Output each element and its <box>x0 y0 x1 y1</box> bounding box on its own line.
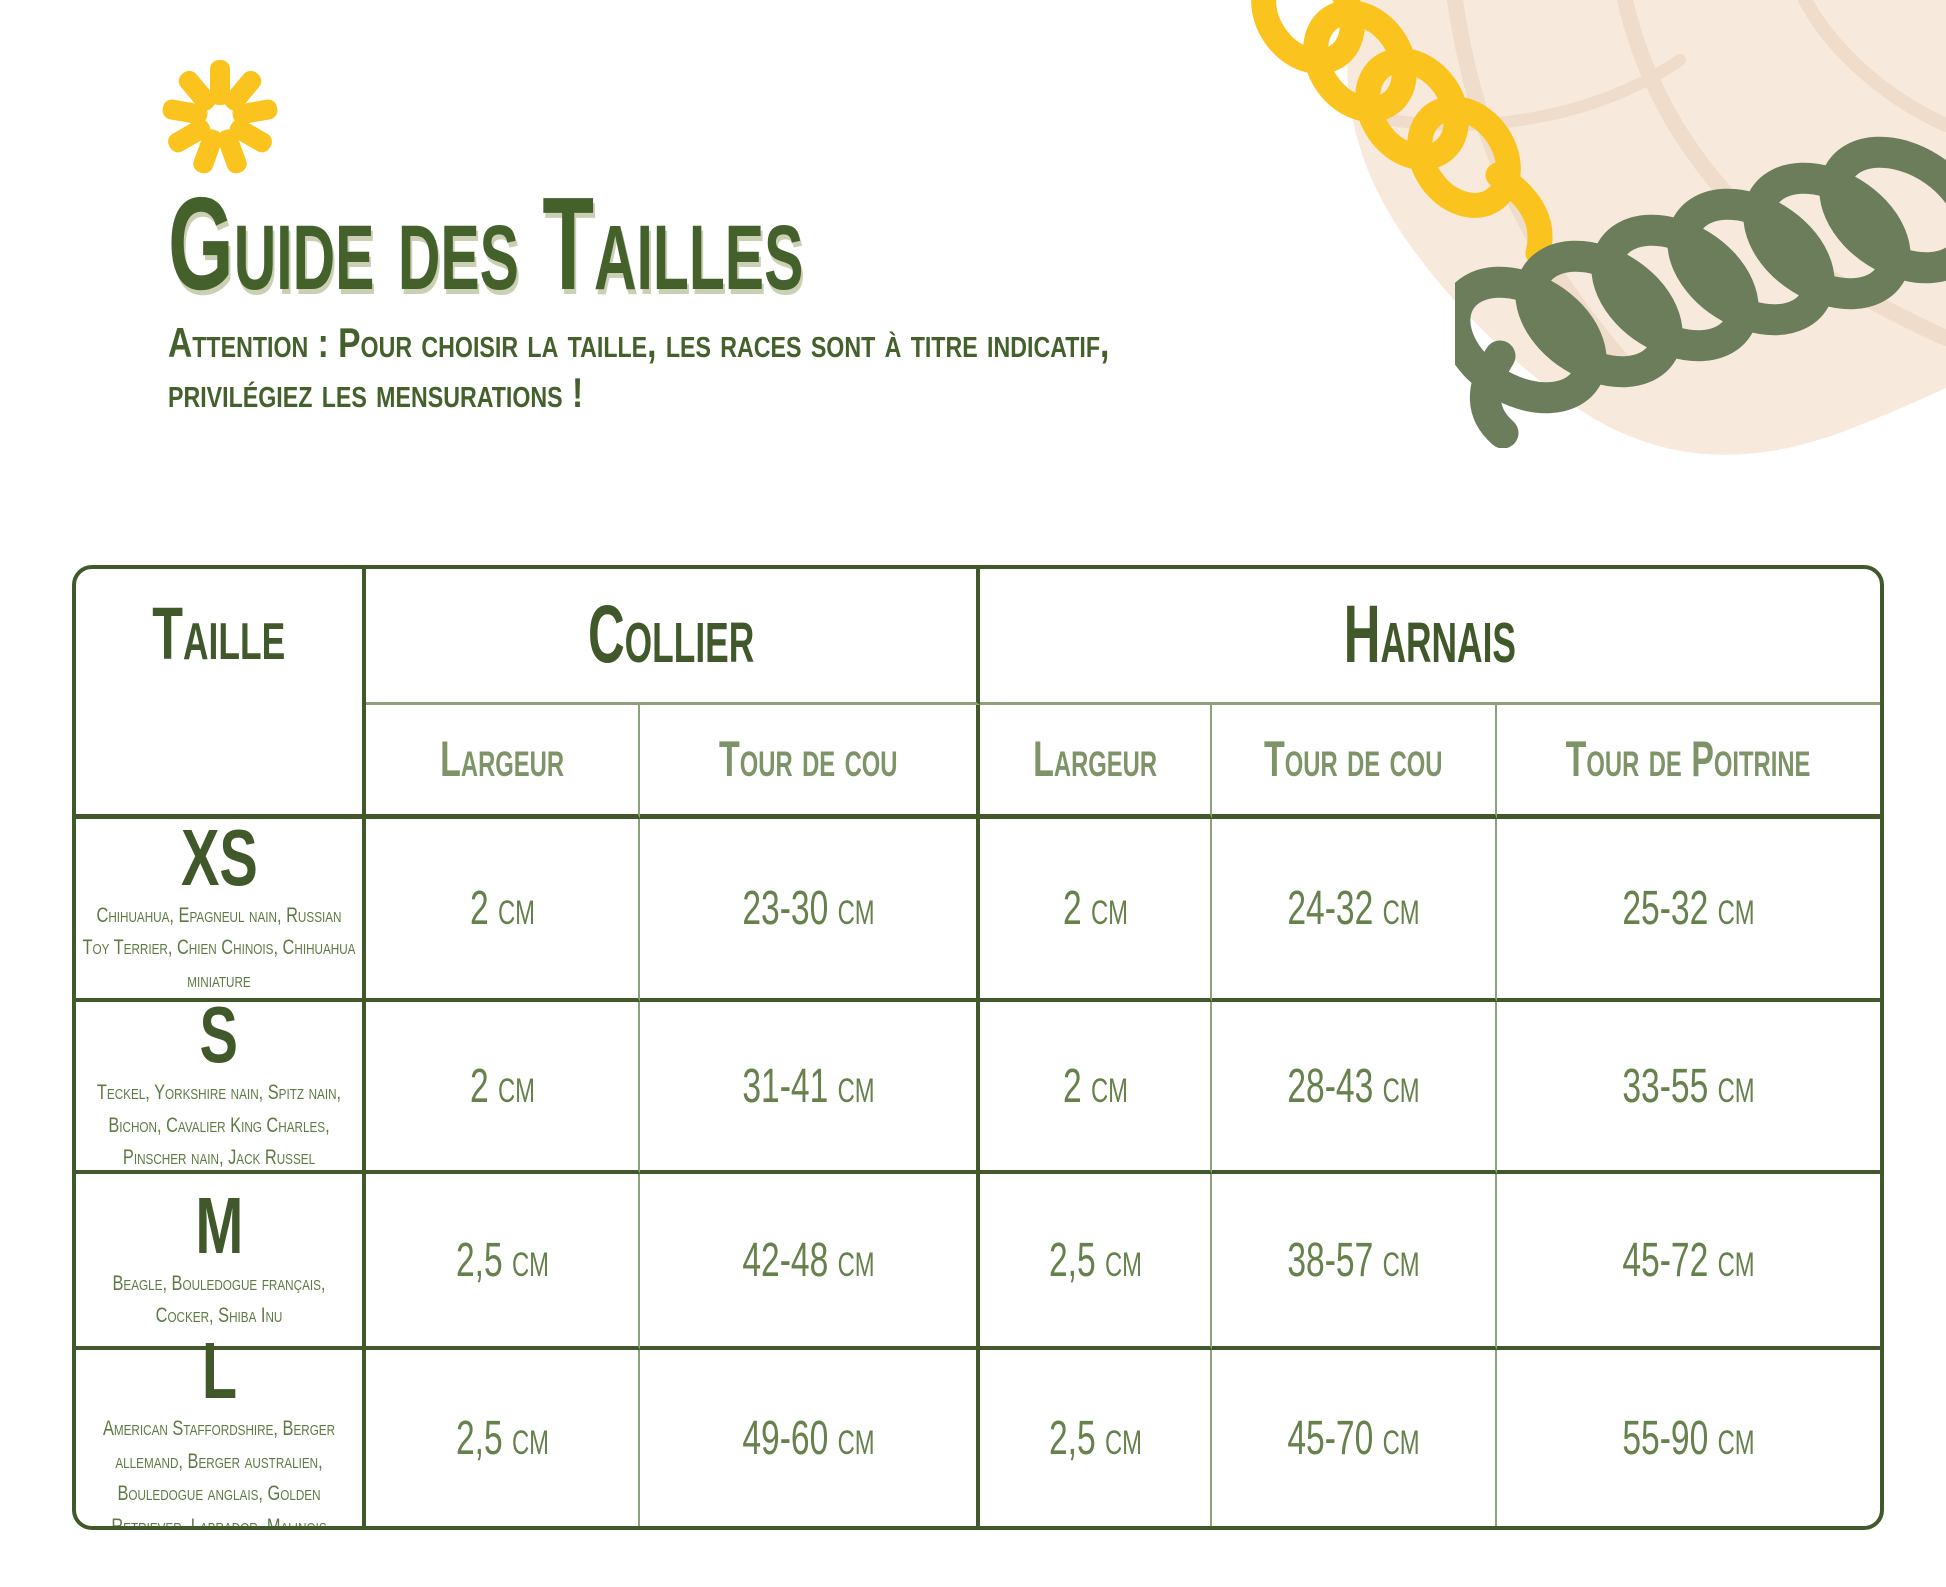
yellow-spiral-icon <box>1251 0 1553 266</box>
row-m-harnais-tour-de-poitrine: 45-72 cm <box>1497 1174 1880 1351</box>
row-m-collier-tour-de-cou: 42-48 cm <box>640 1173 980 1351</box>
row-l-harnais-tour-de-cou: 45-70 cm <box>1212 1350 1497 1526</box>
yellow-asterisk-icon <box>162 60 278 174</box>
column-header-taille: Taille <box>76 569 366 819</box>
row-xs-harnais-largeur: 2 cm <box>980 818 1212 1003</box>
row-s-collier-tour-de-cou: 31-41 cm <box>640 1002 980 1174</box>
row-m-collier-largeur: 2,5 cm <box>366 1173 640 1351</box>
row-l-size: L American Staffordshire, Berger alleman… <box>76 1331 366 1526</box>
green-spiral-icon <box>1455 136 1946 448</box>
subheader-harnais-tour-de-cou: Tour de cou <box>1212 704 1497 819</box>
row-xs-collier-largeur: 2 cm <box>366 818 640 1003</box>
size-guide-table: Taille Collier Harnais Largeur Tour de c… <box>72 565 1884 1530</box>
row-xs-size: XS Chihuahua, Epagneul nain, Russian Toy… <box>76 817 366 1003</box>
row-m-harnais-tour-de-cou: 38-57 cm <box>1212 1173 1497 1351</box>
row-xs-breeds: Chihuahua, Epagneul nain, Russian Toy Te… <box>82 903 356 992</box>
row-xs-harnais-tour-de-poitrine: 25-32 cm <box>1497 819 1880 1003</box>
group-header-collier: Collier <box>366 569 980 705</box>
subheader-harnais-tour-de-poitrine: Tour de Poitrine <box>1497 705 1880 819</box>
row-m-size: M Beagle, Bouledogue français, Cocker, S… <box>76 1173 366 1351</box>
page-subtitle: Attention : Pour choisir la taille, les … <box>168 318 1345 419</box>
row-s-collier-largeur: 2 cm <box>366 1002 640 1174</box>
row-l-collier-tour-de-cou: 49-60 cm <box>640 1350 980 1526</box>
subheader-collier-largeur: Largeur <box>366 704 640 819</box>
subtitle-line-2: privilégiez les mensurations ! <box>168 369 584 417</box>
page-title: Guide des Tailles <box>168 170 804 317</box>
row-l-collier-largeur: 2,5 cm <box>366 1350 640 1526</box>
row-s-harnais-tour-de-cou: 28-43 cm <box>1212 1002 1497 1174</box>
row-l-harnais-largeur: 2,5 cm <box>980 1350 1212 1526</box>
subheader-harnais-largeur: Largeur <box>980 704 1212 819</box>
subtitle-line-1: Attention : Pour choisir la taille, les … <box>168 319 1110 366</box>
subheader-collier-tour-de-cou: Tour de cou <box>640 704 980 819</box>
row-s-size: S Teckel, Yorkshire nain, Spitz nain, Bi… <box>76 995 366 1174</box>
row-s-harnais-largeur: 2 cm <box>980 1002 1212 1174</box>
row-l-breeds: American Staffordshire, Berger allemand,… <box>102 1417 336 1530</box>
row-s-breeds: Teckel, Yorkshire nain, Spitz nain, Bich… <box>96 1081 342 1170</box>
row-m-harnais-largeur: 2,5 cm <box>980 1173 1212 1351</box>
row-xs-harnais-tour-de-cou: 24-32 cm <box>1212 818 1497 1003</box>
row-xs-collier-tour-de-cou: 23-30 cm <box>640 818 980 1003</box>
row-s-harnais-tour-de-poitrine: 33-55 cm <box>1497 1002 1880 1174</box>
row-l-harnais-tour-de-poitrine: 55-90 cm <box>1622 1411 1755 1465</box>
group-header-harnais: Harnais <box>980 569 1880 705</box>
row-m-breeds: Beagle, Bouledogue français, Cocker, Shi… <box>112 1271 326 1328</box>
